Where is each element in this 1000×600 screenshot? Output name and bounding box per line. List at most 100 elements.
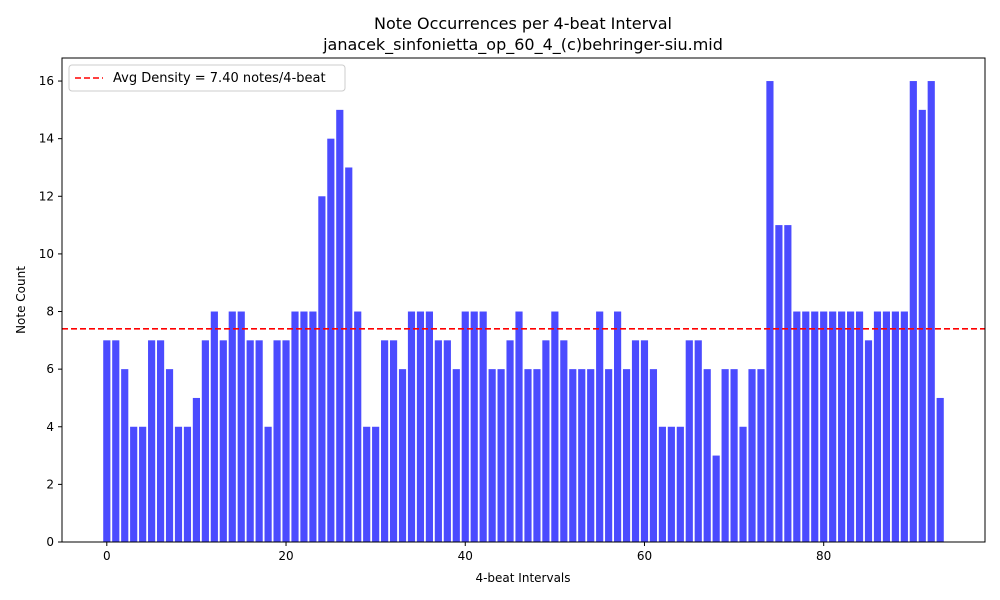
bar-57 xyxy=(614,311,622,542)
y-tick-label-10: 10 xyxy=(39,247,54,261)
bar-23 xyxy=(309,311,317,542)
bar-11 xyxy=(201,340,209,542)
bar-54 xyxy=(587,369,595,542)
y-axis-label: Note Count xyxy=(14,266,28,334)
bar-68 xyxy=(712,455,720,542)
bar-58 xyxy=(622,369,631,542)
bar-1 xyxy=(112,340,120,542)
bar-63 xyxy=(667,426,675,542)
bar-3 xyxy=(130,426,138,542)
bar-16 xyxy=(246,340,254,542)
bar-4 xyxy=(139,426,147,542)
bar-10 xyxy=(192,397,200,542)
bar-71 xyxy=(739,426,747,542)
bar-62 xyxy=(658,426,666,542)
y-tick-label-12: 12 xyxy=(39,189,54,203)
bar-48 xyxy=(533,369,541,542)
bar-13 xyxy=(219,340,227,542)
bar-5 xyxy=(148,340,156,542)
y-tick-label-0: 0 xyxy=(46,535,54,549)
bar-51 xyxy=(560,340,568,542)
bar-33 xyxy=(398,369,407,542)
bar-74 xyxy=(766,81,774,543)
bar-40 xyxy=(461,311,469,542)
x-tick-label-20: 20 xyxy=(278,549,293,563)
bar-72 xyxy=(748,369,756,542)
bar-22 xyxy=(300,311,308,542)
bar-88 xyxy=(891,311,899,542)
bar-84 xyxy=(855,311,864,542)
x-tick-label-40: 40 xyxy=(458,549,473,563)
bar-30 xyxy=(372,426,380,542)
bar-53 xyxy=(578,369,586,542)
bar-61 xyxy=(649,369,658,542)
bar-43 xyxy=(488,369,496,542)
y-tick-label-6: 6 xyxy=(46,362,54,376)
bar-32 xyxy=(389,340,398,542)
bar-8 xyxy=(174,426,183,542)
bar-38 xyxy=(443,340,451,542)
bar-78 xyxy=(802,311,810,542)
bar-12 xyxy=(210,311,218,542)
bar-39 xyxy=(452,369,460,542)
x-axis-label: 4-beat Intervals xyxy=(475,571,570,585)
bar-2 xyxy=(121,369,129,542)
y-tick-label-14: 14 xyxy=(39,132,54,146)
bar-76 xyxy=(784,225,792,542)
bar-0 xyxy=(103,340,111,542)
bar-15 xyxy=(237,311,245,542)
bar-87 xyxy=(882,311,891,542)
bar-73 xyxy=(757,369,765,542)
bar-50 xyxy=(551,311,559,542)
bar-56 xyxy=(605,369,613,542)
bar-93 xyxy=(936,397,944,542)
bar-7 xyxy=(165,369,174,542)
legend-label: Avg Density = 7.40 notes/4-beat xyxy=(113,71,326,86)
bar-45 xyxy=(506,340,514,542)
bar-31 xyxy=(381,340,389,542)
bar-18 xyxy=(264,426,272,542)
bar-36 xyxy=(425,311,433,542)
bar-77 xyxy=(793,311,801,542)
bar-46 xyxy=(515,311,523,542)
bar-89 xyxy=(900,311,908,542)
bar-21 xyxy=(291,311,299,542)
bar-90 xyxy=(909,81,917,543)
bar-75 xyxy=(775,225,783,542)
bar-26 xyxy=(336,109,344,543)
y-tick-label-2: 2 xyxy=(46,477,54,491)
bar-29 xyxy=(363,426,371,542)
x-tick-label-0: 0 xyxy=(103,549,111,563)
bar-86 xyxy=(873,311,882,542)
legend-box xyxy=(68,64,346,92)
x-tick-label-80: 80 xyxy=(816,549,831,563)
bars-layer xyxy=(103,81,944,543)
bar-80 xyxy=(820,311,828,542)
bar-65 xyxy=(685,340,693,542)
bar-28 xyxy=(354,311,362,542)
bar-35 xyxy=(416,311,425,542)
bar-70 xyxy=(730,369,738,542)
bar-41 xyxy=(470,311,478,542)
bar-49 xyxy=(542,340,550,542)
y-tick-label-16: 16 xyxy=(39,74,54,88)
bar-91 xyxy=(918,109,926,543)
bar-79 xyxy=(811,311,819,542)
x-tick-label-60: 60 xyxy=(637,549,652,563)
bar-24 xyxy=(318,196,326,543)
bar-27 xyxy=(345,167,353,543)
bar-69 xyxy=(721,369,729,542)
y-tick-label-4: 4 xyxy=(46,420,54,434)
y-tick-label-8: 8 xyxy=(46,305,54,319)
bar-60 xyxy=(640,340,649,542)
bar-25 xyxy=(327,138,335,543)
bar-42 xyxy=(479,311,487,542)
bar-67 xyxy=(703,369,711,542)
bar-37 xyxy=(434,340,442,542)
bar-47 xyxy=(524,369,532,542)
bar-9 xyxy=(183,426,192,542)
chart-subtitle: janacek_sinfonietta_op_60_4_(c)behringer… xyxy=(322,35,723,55)
bar-64 xyxy=(676,426,684,542)
y-axis-ticks: 0 2 4 6 8 10 12 14 16 xyxy=(39,74,62,549)
